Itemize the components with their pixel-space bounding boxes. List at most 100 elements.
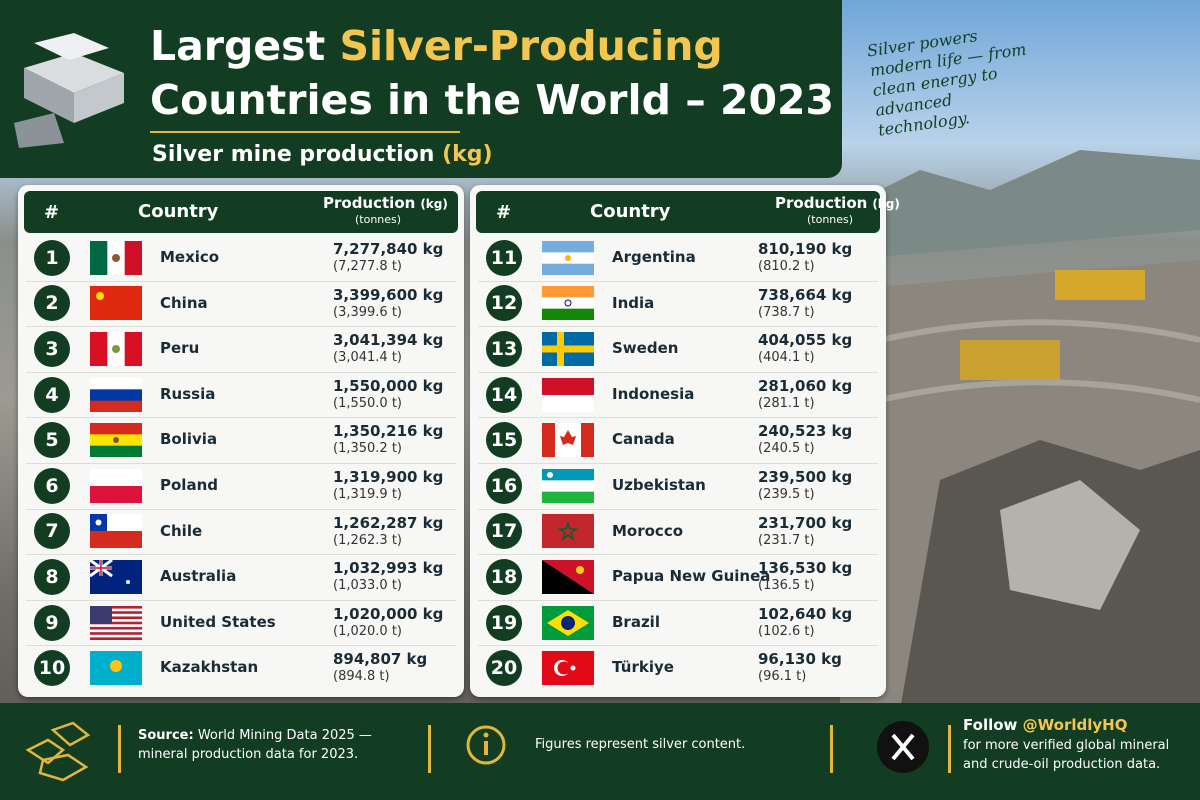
note: Figures represent silver content. (535, 737, 746, 752)
flag (542, 468, 594, 503)
production-kg: 810,190 kg (758, 240, 853, 258)
flag (542, 331, 594, 366)
info-icon (466, 725, 506, 765)
production-tonnes: (404.1 t) (758, 350, 815, 366)
country-name: Sweden (612, 339, 679, 358)
country-name: Russia (160, 384, 216, 403)
production-kg: 3,041,394 kg (333, 331, 444, 350)
table-header (476, 191, 880, 233)
production-tonnes: (7,277.8 t) (333, 259, 402, 274)
production-tonnes: (810.2 t) (758, 259, 815, 274)
quote: Silver powers modern life — from clean e… (865, 26, 1028, 140)
production-kg: 1,319,900 kg (333, 468, 444, 486)
production-tonnes: (1,350.2 t) (333, 441, 402, 457)
production-kg: 1,032,993 kg (333, 559, 444, 578)
flag (542, 605, 594, 640)
table-row: 1 Mexico 7,277,840 kg (7,277.8 t) (26, 235, 456, 282)
rank-badge: 12 (486, 285, 522, 322)
rank-badge: 11 (486, 239, 522, 276)
production-kg: 1,020,000 kg (333, 604, 444, 623)
flag (542, 286, 594, 321)
header-unit: (kg) (420, 197, 448, 211)
country-name: China (160, 293, 208, 312)
flag (542, 651, 594, 686)
country-name: Papua New Guinea (612, 567, 771, 586)
rank-badge: 15 (486, 422, 522, 459)
source-text: World Mining Data 2025 — mineral product… (138, 728, 372, 762)
table-row: 8 Australia 1,032,993 kg (1,033.0 t) (26, 554, 456, 601)
production-tonnes: (1,033.0 t) (333, 578, 402, 594)
production-kg: 894,807 kg (333, 650, 428, 669)
table-row: 18 Papua New Guinea 136,530 kg (136.5 t) (478, 554, 878, 601)
production-tonnes: (136.5 t) (758, 578, 815, 594)
production-tonnes: (96.1 t) (758, 669, 807, 685)
table-row: 12 India 738,664 kg (738.7 t) (478, 281, 878, 328)
mine-scene (840, 150, 1200, 710)
rank-badge: 18 (486, 558, 522, 595)
table-row: 19 Brazil 102,640 kg (102.6 t) (478, 600, 878, 647)
rank-badge: 17 (486, 513, 522, 550)
subtitle-unit: (kg) (442, 142, 493, 167)
production-tonnes: (102.6 t) (758, 623, 815, 639)
flag (90, 605, 142, 640)
ore-icon (25, 721, 91, 782)
flag (90, 651, 142, 686)
table-row: 3 Peru 3,041,394 kg (3,041.4 t) (26, 326, 456, 373)
rank-badge: 6 (34, 467, 70, 504)
header-production: Production (775, 194, 868, 212)
table-row: 14 Indonesia 281,060 kg (281.1 t) (478, 372, 878, 419)
country-name: Mexico (160, 248, 220, 266)
title: Largest (150, 22, 340, 70)
title-highlight: Silver-Producing (339, 22, 723, 70)
rank-badge: 19 (486, 604, 522, 641)
production-kg: 96,130 kg (758, 650, 842, 669)
table-row: 5 Bolivia 1,350,216 kg (1,350.2 t) (26, 417, 456, 464)
table-row: 9 United States 1,020,000 kg (1,020.0 t) (26, 600, 456, 647)
production-kg: 239,500 kg (758, 468, 853, 486)
production-kg: 281,060 kg (758, 376, 853, 395)
rank-badge: 4 (34, 376, 70, 413)
flag (542, 559, 594, 594)
header-tonnes: (tonnes) (807, 213, 854, 226)
production-kg: 136,530 kg (758, 559, 853, 578)
country-name: India (612, 293, 655, 312)
rank-badge: 3 (34, 330, 70, 367)
country-name: Morocco (612, 521, 684, 540)
flag (90, 377, 142, 412)
table-row: 20 Türkiye 96,130 kg (96.1 t) (478, 645, 878, 691)
rank-badge: 8 (34, 558, 70, 595)
divider (118, 725, 121, 773)
production-tonnes: (1,020.0 t) (333, 623, 402, 639)
silver-bars-icon (14, 33, 124, 148)
production-tonnes: (1,319.9 t) (333, 487, 402, 502)
production-tonnes: (231.7 t) (758, 532, 815, 548)
production-tonnes: (738.7 t) (758, 304, 815, 320)
handle: @WorldlyHQ (1022, 716, 1128, 734)
country-name: Canada (612, 430, 675, 449)
rank-badge: 1 (34, 239, 70, 276)
production-tonnes: (1,550.0 t) (333, 395, 402, 411)
country-name: Türkiye (612, 658, 674, 677)
country-name: Kazakhstan (160, 658, 259, 677)
production-kg: 240,523 kg (758, 422, 853, 441)
table-row: 15 Canada 240,523 kg (240.5 t) (478, 417, 878, 464)
production-kg: 3,399,600 kg (333, 285, 444, 304)
rank-badge: 7 (34, 513, 70, 550)
flag (90, 559, 142, 594)
flag (90, 514, 142, 549)
production-tonnes: (240.5 t) (758, 441, 815, 457)
divider (948, 725, 951, 773)
header-rank: # (44, 202, 60, 223)
country-name: Indonesia (612, 384, 695, 403)
table-row: 10 Kazakhstan 894,807 kg (894.8 t) (26, 645, 456, 691)
flag (542, 377, 594, 412)
x-logo (877, 721, 929, 773)
header-country: Country (138, 201, 219, 222)
production-tonnes: (894.8 t) (333, 669, 390, 685)
title-line-2: Countries in the World – 2023 (150, 76, 835, 124)
country-name: Chile (160, 521, 203, 540)
flag (90, 240, 142, 275)
footer (0, 703, 1200, 800)
production-kg: 404,055 kg (758, 331, 853, 350)
production-tonnes: (281.1 t) (758, 395, 815, 411)
